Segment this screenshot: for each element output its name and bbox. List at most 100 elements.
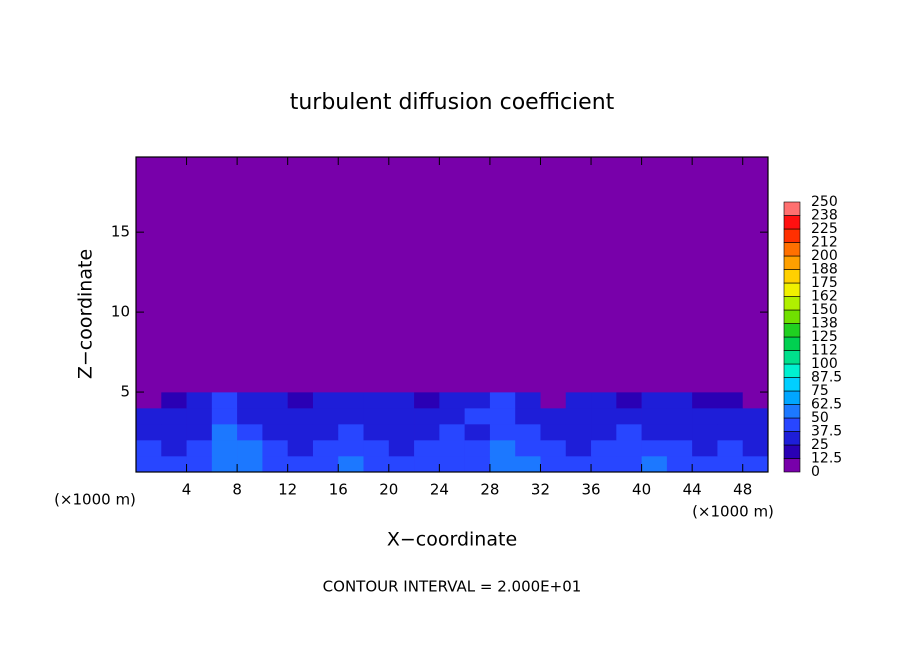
field-cell	[136, 424, 162, 441]
colorbar-label: 238	[811, 208, 838, 224]
field-cell	[211, 376, 238, 393]
colorbar-band	[783, 431, 801, 446]
field-cell	[414, 440, 440, 457]
x-unit: (×1000 m)	[692, 503, 774, 521]
field-cell	[616, 440, 642, 457]
field-cell	[616, 392, 642, 409]
field-cell	[439, 392, 465, 409]
field-cell	[692, 424, 718, 441]
field-cell	[186, 376, 213, 393]
field-cell	[439, 376, 465, 393]
field-cell	[540, 424, 567, 441]
field-cell	[565, 424, 592, 441]
field-cell	[717, 424, 744, 441]
y-tick-label: 15	[111, 223, 130, 241]
field-cell	[388, 440, 415, 457]
field-cell	[439, 424, 465, 441]
field-cell	[641, 392, 668, 409]
field-cell	[363, 392, 390, 409]
colorbar-band	[783, 296, 801, 311]
field-cell	[363, 456, 390, 473]
field-cell	[312, 392, 339, 409]
field-cell	[161, 376, 187, 393]
field-cell	[540, 376, 567, 393]
field-cell	[616, 376, 642, 393]
field-cell	[616, 424, 642, 441]
field-cell	[388, 392, 415, 409]
field-cell	[515, 408, 541, 425]
field-cell	[717, 376, 744, 393]
x-tick-label: 36	[581, 481, 600, 499]
field-cell	[312, 408, 339, 425]
colorbar-band	[783, 336, 801, 351]
field-cell	[211, 408, 238, 425]
colorbar-label: 188	[811, 262, 838, 278]
field-cell	[186, 408, 213, 425]
field-cell	[237, 440, 263, 457]
colorbar-label: 50	[811, 410, 829, 426]
field-cell	[262, 456, 288, 473]
field-cell	[363, 376, 390, 393]
field-cell	[692, 392, 718, 409]
field-cell	[692, 408, 718, 425]
field-cell	[262, 392, 288, 409]
field-cell	[464, 376, 491, 393]
field-cell	[565, 392, 592, 409]
chart-title: turbulent diffusion coefficient	[290, 90, 615, 115]
field-cell	[439, 456, 465, 473]
field-cell	[388, 408, 415, 425]
colorbar-band	[783, 242, 801, 257]
field-cell	[287, 392, 314, 409]
field-cell	[565, 408, 592, 425]
field-cell	[515, 376, 541, 393]
colorbar-label: 175	[811, 275, 838, 291]
x-tick-label: 44	[683, 481, 702, 499]
field-cell	[641, 440, 668, 457]
field-cell	[237, 456, 263, 473]
field-cell	[641, 456, 668, 473]
field-cell	[338, 424, 364, 441]
field-cell	[262, 424, 288, 441]
field-cell	[414, 456, 440, 473]
field-cell	[338, 456, 364, 473]
field-cell	[237, 424, 263, 441]
field-cell	[489, 376, 516, 393]
y-tick-label: 5	[120, 383, 130, 401]
x-tick-label: 16	[329, 481, 348, 499]
field-cell	[414, 392, 440, 409]
field-cell	[591, 392, 617, 409]
field-cell	[388, 424, 415, 441]
colorbar-label: 25	[811, 437, 829, 453]
field-cell	[666, 456, 693, 473]
field-cell	[742, 456, 769, 473]
field-cell	[211, 440, 238, 457]
colorbar-label: 250	[811, 194, 838, 210]
field-cell	[363, 440, 390, 457]
field-cell	[717, 456, 744, 473]
field-cell	[211, 392, 238, 409]
field-cell	[338, 376, 364, 393]
field-cell	[591, 440, 617, 457]
field-cell	[388, 456, 415, 473]
field-cell	[666, 376, 693, 393]
colorbar-band	[783, 444, 801, 459]
field-cell	[136, 392, 162, 409]
field-cell	[641, 424, 668, 441]
x-tick-label: 8	[232, 481, 242, 499]
colorbar-band	[783, 201, 801, 216]
field-cell	[742, 376, 769, 393]
field-cell	[666, 440, 693, 457]
field-cell	[338, 408, 364, 425]
field-cell	[186, 440, 213, 457]
field-cell	[237, 392, 263, 409]
colorbar-label: 225	[811, 221, 838, 237]
field-cell	[692, 440, 718, 457]
field-cell	[237, 376, 263, 393]
field-cell	[540, 408, 567, 425]
field-cell	[692, 376, 718, 393]
colorbar-band	[783, 377, 801, 392]
field-cell	[136, 456, 162, 473]
colorbar-label: 150	[811, 302, 838, 318]
field-cell	[287, 440, 314, 457]
field-cell	[540, 456, 567, 473]
